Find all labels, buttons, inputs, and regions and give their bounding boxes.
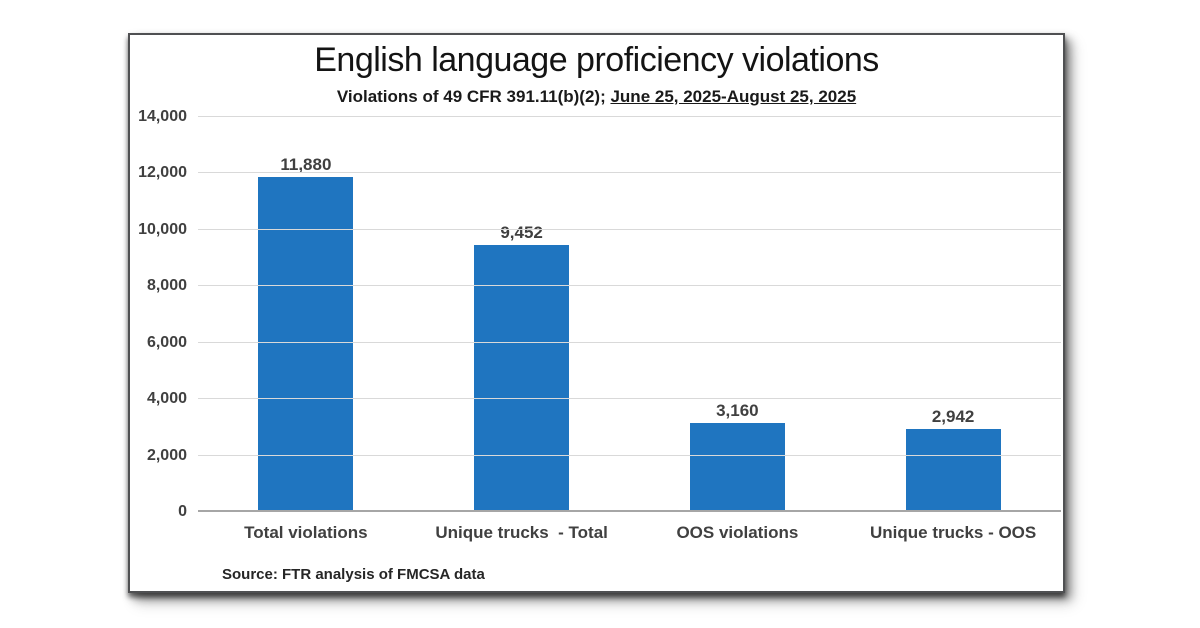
gridline <box>198 398 1061 400</box>
x-axis-category-label: Unique trucks - Total <box>435 523 608 542</box>
bar-value-label: 11,880 <box>280 154 332 174</box>
bar <box>689 422 785 512</box>
chart-subtitle-date-range: June 25, 2025-August 25, 2025 <box>610 87 857 106</box>
bar <box>474 245 570 512</box>
bar-slot: 3,160 <box>630 117 846 512</box>
chart-card: English language proficiency violations … <box>128 33 1065 593</box>
bar-slot: 2,942 <box>845 117 1061 512</box>
y-tick-label: 14,000 <box>138 108 187 125</box>
gridline <box>198 285 1061 287</box>
gridline <box>198 116 1061 117</box>
chart-subtitle: Violations of 49 CFR 391.11(b)(2); June … <box>130 87 1063 107</box>
bar-slot: 11,880 <box>198 117 414 512</box>
x-axis-category-label: Unique trucks - OOS <box>870 523 1037 542</box>
gridline <box>198 454 1061 456</box>
x-axis-labels: Total violations Unique trucks - Total OOS… <box>198 523 1061 543</box>
gridline <box>198 172 1061 174</box>
y-tick-label: 10,000 <box>138 220 187 238</box>
bar <box>258 176 354 512</box>
chart-title: English language proficiency violations <box>314 41 879 79</box>
bar-value-label: 2,942 <box>931 407 975 426</box>
plot-area: 11,880 9,452 3,160 2,942 <box>198 116 1061 512</box>
bar <box>905 429 1001 512</box>
bar-value-label: 9,452 <box>500 223 543 243</box>
y-tick-label: 4,000 <box>146 390 187 408</box>
y-tick-label: 12,000 <box>138 164 187 182</box>
x-axis-category-label: Total violations <box>244 523 368 542</box>
x-axis-line <box>198 510 1061 512</box>
x-axis-category-label: OOS violations <box>676 523 799 542</box>
y-tick-label: 8,000 <box>146 277 187 295</box>
gridline <box>198 341 1061 343</box>
bars-row: 11,880 9,452 3,160 2,942 <box>198 117 1061 512</box>
bar-value-label: 3,160 <box>716 400 759 420</box>
source-note: Source: FTR analysis of FMCSA data <box>222 566 485 583</box>
y-axis: 0 2,000 4,000 6,000 8,000 10,000 12,000 14,000 <box>130 108 187 520</box>
chart-subtitle-prefix: Violations of 49 CFR 391.11(b)(2); <box>336 87 611 106</box>
gridline <box>198 228 1061 230</box>
y-tick-label: 2,000 <box>146 446 187 464</box>
y-tick-label: 6,000 <box>146 333 187 351</box>
bar-slot: 9,452 <box>414 117 630 512</box>
y-tick-label: 0 <box>178 503 187 520</box>
